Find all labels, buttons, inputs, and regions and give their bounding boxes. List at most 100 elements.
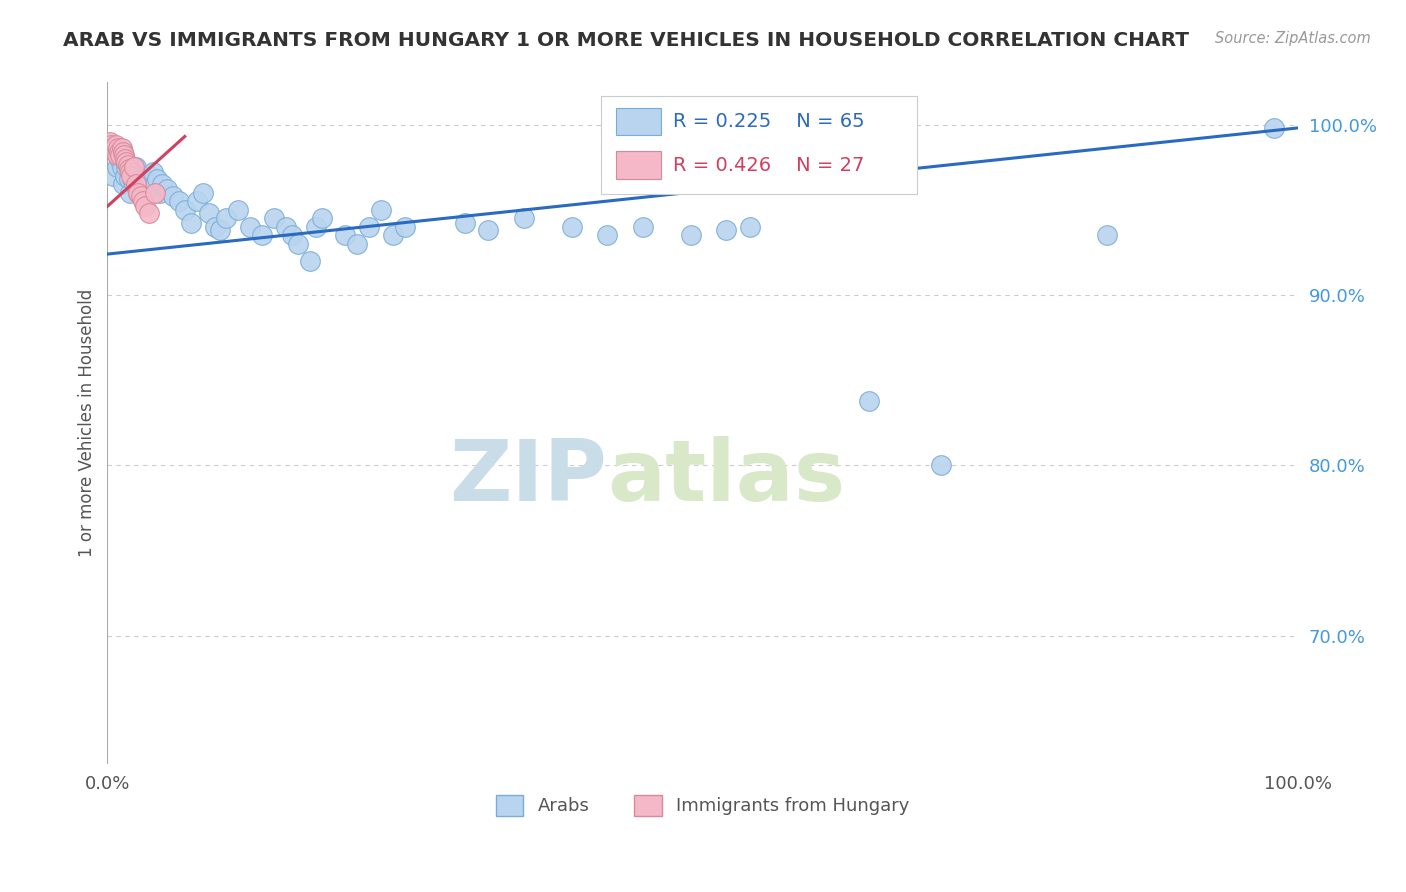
- Point: [394, 219, 416, 234]
- Point: [215, 211, 238, 226]
- Point: [929, 458, 952, 473]
- Point: [679, 228, 702, 243]
- Point: [118, 161, 141, 176]
- Point: [111, 141, 134, 155]
- Point: [107, 141, 129, 155]
- FancyBboxPatch shape: [602, 95, 917, 194]
- Point: [1097, 228, 1119, 243]
- Point: [105, 148, 128, 162]
- Point: [134, 199, 156, 213]
- Point: [274, 219, 297, 234]
- Point: [115, 155, 138, 169]
- Point: [740, 219, 762, 234]
- Point: [120, 169, 142, 183]
- Point: [305, 219, 328, 234]
- Point: [142, 165, 165, 179]
- Point: [359, 219, 381, 234]
- Point: [121, 172, 143, 186]
- Point: [127, 186, 149, 200]
- Point: [228, 202, 250, 217]
- Point: [139, 169, 162, 183]
- Point: [120, 165, 142, 179]
- Point: [103, 145, 125, 159]
- Point: [287, 236, 309, 251]
- Point: [111, 160, 134, 174]
- Point: [298, 253, 321, 268]
- Point: [118, 172, 141, 186]
- Point: [239, 219, 262, 234]
- Point: [111, 177, 134, 191]
- Point: [162, 189, 184, 203]
- Point: [115, 160, 138, 174]
- Point: [125, 177, 148, 191]
- Point: [180, 216, 202, 230]
- Point: [173, 202, 195, 217]
- Point: [104, 138, 127, 153]
- Point: [477, 223, 499, 237]
- Point: [125, 160, 148, 174]
- Point: [122, 160, 145, 174]
- Point: [103, 143, 125, 157]
- Point: [858, 393, 880, 408]
- Point: [186, 194, 208, 209]
- Point: [105, 160, 128, 174]
- Point: [250, 228, 273, 243]
- Point: [156, 182, 179, 196]
- Point: [114, 169, 136, 183]
- Point: [197, 206, 219, 220]
- Point: [127, 186, 149, 200]
- Point: [117, 158, 139, 172]
- Point: [108, 152, 131, 166]
- Text: Source: ZipAtlas.com: Source: ZipAtlas.com: [1215, 31, 1371, 46]
- Point: [118, 165, 141, 179]
- Point: [127, 169, 149, 183]
- Point: [114, 152, 136, 166]
- Bar: [616, 108, 661, 135]
- Point: [98, 135, 121, 149]
- Point: [209, 223, 232, 237]
- Text: R = 0.426    N = 27: R = 0.426 N = 27: [673, 155, 865, 175]
- Point: [346, 236, 368, 251]
- Point: [103, 169, 125, 183]
- Point: [204, 219, 226, 234]
- Point: [453, 216, 475, 230]
- Text: R = 0.225    N = 65: R = 0.225 N = 65: [673, 112, 865, 131]
- Text: atlas: atlas: [607, 436, 845, 519]
- Y-axis label: 1 or more Vehicles in Household: 1 or more Vehicles in Household: [79, 289, 96, 557]
- Point: [132, 194, 155, 209]
- Point: [122, 177, 145, 191]
- Point: [167, 194, 190, 209]
- Point: [134, 186, 156, 200]
- Point: [112, 148, 135, 162]
- Point: [108, 145, 131, 159]
- Point: [129, 189, 152, 203]
- Point: [146, 172, 169, 186]
- Point: [136, 177, 159, 191]
- Point: [335, 228, 357, 243]
- Point: [631, 219, 654, 234]
- Point: [370, 202, 392, 217]
- Bar: [616, 152, 661, 178]
- Point: [100, 138, 122, 153]
- Point: [150, 177, 173, 191]
- Point: [111, 145, 134, 159]
- Point: [263, 211, 285, 226]
- Point: [281, 228, 304, 243]
- Point: [716, 223, 738, 237]
- Point: [596, 228, 619, 243]
- Point: [143, 186, 166, 200]
- Text: ARAB VS IMMIGRANTS FROM HUNGARY 1 OR MORE VEHICLES IN HOUSEHOLD CORRELATION CHAR: ARAB VS IMMIGRANTS FROM HUNGARY 1 OR MOR…: [63, 31, 1189, 50]
- Point: [110, 148, 132, 162]
- Point: [382, 228, 405, 243]
- Point: [129, 177, 152, 191]
- Point: [513, 211, 536, 226]
- Point: [561, 219, 583, 234]
- Legend: Arabs, Immigrants from Hungary: Arabs, Immigrants from Hungary: [489, 788, 917, 823]
- Point: [138, 206, 160, 220]
- Text: ZIP: ZIP: [450, 436, 607, 519]
- Point: [101, 141, 124, 155]
- Point: [1263, 120, 1285, 135]
- Point: [311, 211, 333, 226]
- Point: [149, 186, 172, 200]
- Point: [132, 172, 155, 186]
